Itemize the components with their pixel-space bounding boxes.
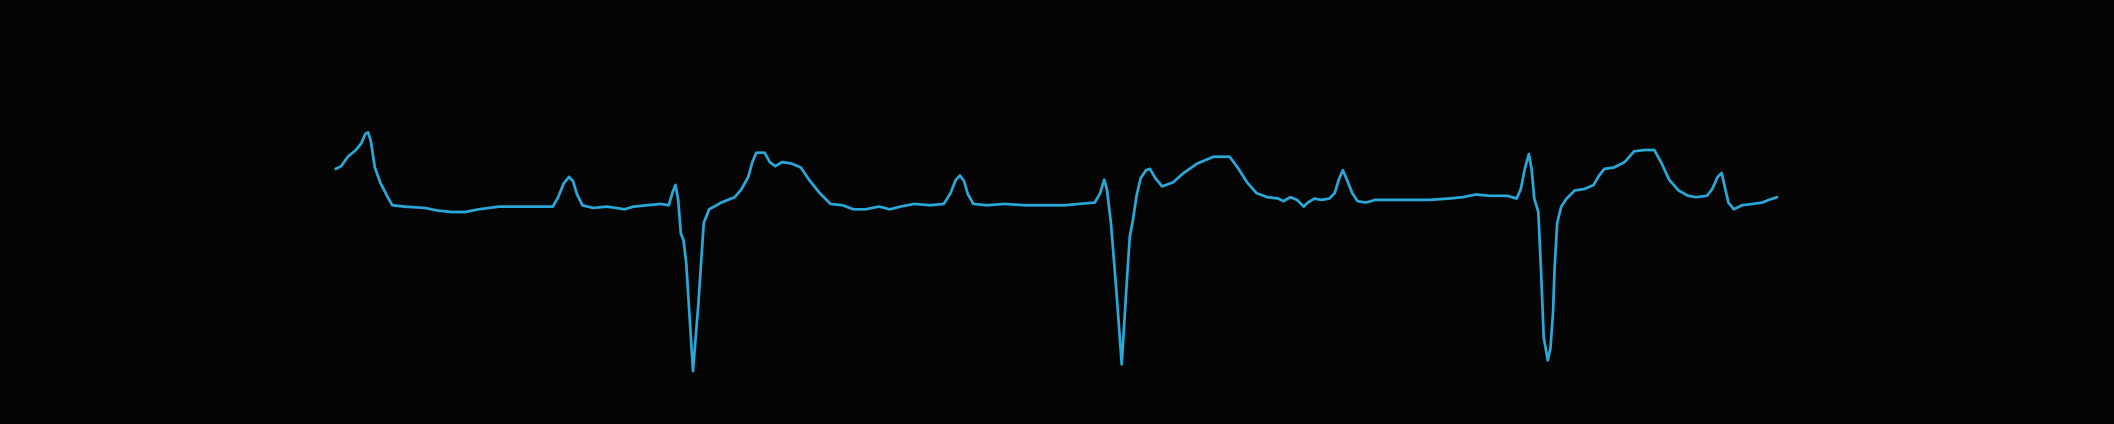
- ecg-trace: [334, 131, 1779, 373]
